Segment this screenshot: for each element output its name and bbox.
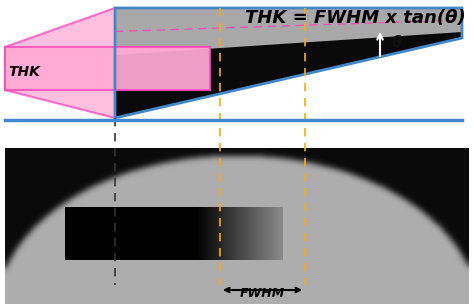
Text: THK: THK bbox=[8, 65, 40, 79]
Polygon shape bbox=[115, 8, 462, 55]
Text: THK = FWHM x tan(θ): THK = FWHM x tan(θ) bbox=[245, 9, 465, 27]
Text: θ: θ bbox=[392, 35, 402, 50]
Polygon shape bbox=[5, 47, 210, 90]
Text: FWHM: FWHM bbox=[240, 287, 285, 300]
Polygon shape bbox=[115, 8, 462, 118]
Polygon shape bbox=[5, 8, 115, 118]
Polygon shape bbox=[115, 8, 462, 118]
Polygon shape bbox=[5, 47, 210, 90]
